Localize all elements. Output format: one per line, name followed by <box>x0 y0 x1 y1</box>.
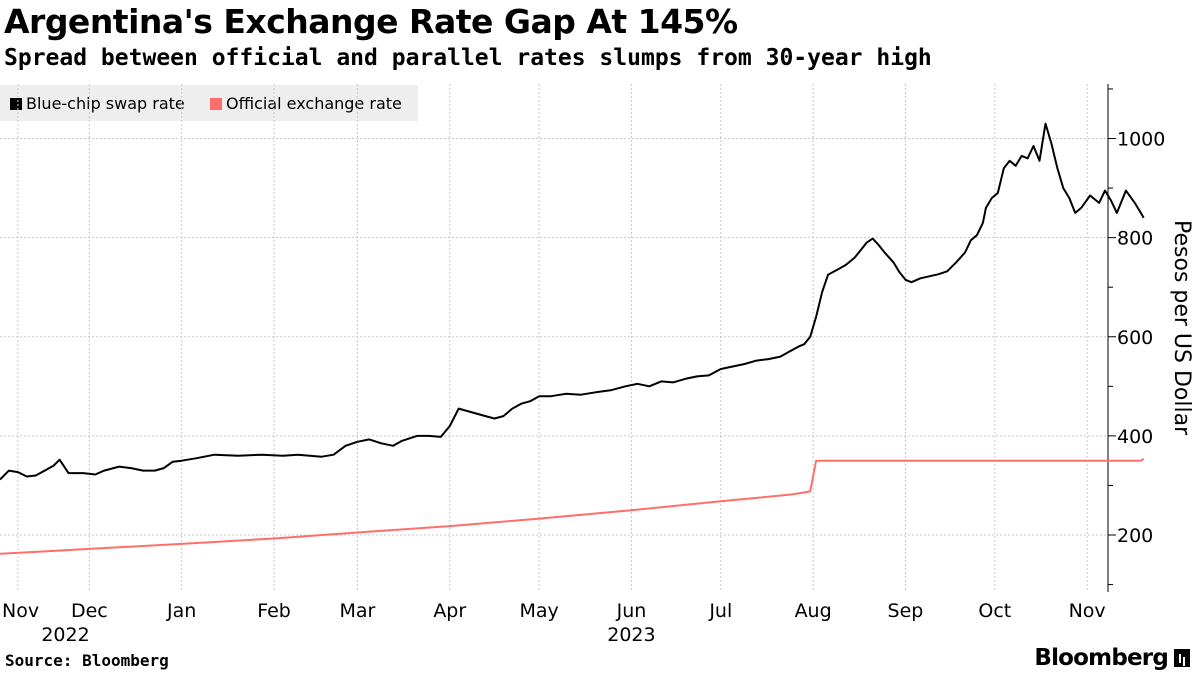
x-tick-label: Sep <box>888 600 924 622</box>
bloomberg-logo: Bloomberg <box>1034 645 1190 671</box>
legend-item-blue-chip: Blue-chip swap rate <box>10 94 185 113</box>
legend-swatch-blue-chip <box>10 97 22 110</box>
brand-text: Bloomberg <box>1034 645 1168 671</box>
legend: Blue-chip swap rate Official exchange ra… <box>0 85 418 121</box>
y-tick-label: 600 <box>1117 327 1153 349</box>
y-tick-label: 200 <box>1117 525 1153 547</box>
x-tick-label: Apr <box>433 600 466 622</box>
x-year-label: 2022 <box>41 624 89 646</box>
x-tick-label: Mar <box>339 600 375 622</box>
x-tick-label: Oct <box>978 600 1011 622</box>
legend-swatch-official <box>210 97 222 110</box>
x-tick-label: Nov <box>2 600 39 622</box>
legend-label-blue-chip: Blue-chip swap rate <box>26 94 185 113</box>
y-axis-title: Pesos per US Dollar <box>1169 220 1194 436</box>
x-tick-label: Nov <box>1069 600 1106 622</box>
bloomberg-terminal-icon <box>1174 649 1190 667</box>
y-tick-label: 1000 <box>1117 129 1165 151</box>
x-tick-label: Feb <box>257 600 291 622</box>
series-line-official <box>0 457 1145 555</box>
x-year-label: 2023 <box>607 624 655 646</box>
x-tick-label: Dec <box>71 600 108 622</box>
x-tick-label: Jan <box>166 600 196 622</box>
x-tick-label: May <box>519 600 558 622</box>
y-tick-label: 400 <box>1117 426 1153 448</box>
chart-subtitle: Spread between official and parallel rat… <box>4 45 932 71</box>
source-note: Source: Bloomberg <box>5 651 169 670</box>
x-tick-label: Jun <box>616 600 647 622</box>
x-tick-label: Aug <box>795 600 832 622</box>
series-line-blue-chip <box>0 122 1145 481</box>
y-tick-label: 800 <box>1117 228 1153 250</box>
chart-title: Argentina's Exchange Rate Gap At 145% <box>4 2 738 41</box>
x-tick-label: Jul <box>708 600 732 622</box>
